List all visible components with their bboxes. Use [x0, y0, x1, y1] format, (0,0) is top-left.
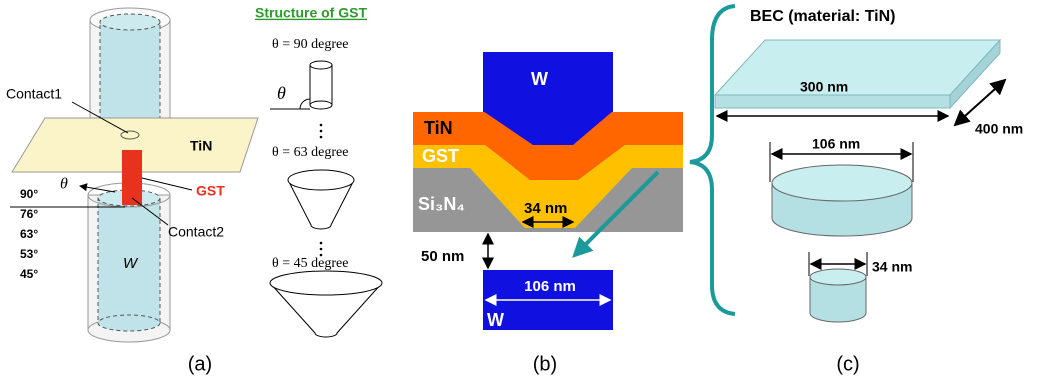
- label: Contact2: [168, 224, 224, 240]
- cylinder-90: [310, 65, 332, 105]
- cone-63-top: [288, 170, 354, 190]
- angle-label: 76°: [20, 207, 38, 221]
- label: θ = 63 degree: [272, 145, 348, 160]
- leader-line: [142, 178, 192, 190]
- panel-b: W TiN GST Si₃N₄ 34 nm 50 nm 106 nm W (b): [413, 52, 683, 375]
- label: W: [487, 310, 504, 330]
- label: W: [123, 255, 139, 272]
- label: 50 nm: [421, 248, 464, 265]
- label: Contact1: [6, 86, 62, 102]
- label: 300 nm: [800, 79, 848, 95]
- label: θ: [60, 176, 68, 193]
- gst-pillar: [122, 150, 142, 205]
- label: 34 nm: [524, 200, 567, 217]
- dot: [320, 242, 323, 245]
- cylinder-90-top: [310, 61, 332, 69]
- angle-label: 63°: [20, 227, 38, 241]
- contact-top: [100, 14, 160, 30]
- pillar-top: [810, 269, 866, 285]
- panel-c: BEC (material: TiN) 300 nm 400 nm 106 nm…: [690, 6, 1023, 375]
- w-bottom: [98, 315, 160, 331]
- angle-label: 90°: [20, 187, 38, 201]
- figure: Contact1 TiN GST Contact2 θ 90° 76° 63° …: [0, 0, 1042, 385]
- cone-45-top: [270, 271, 382, 295]
- angle-label: 53°: [20, 247, 38, 261]
- top-w: [483, 52, 613, 112]
- disk-top: [772, 165, 912, 201]
- label: Si₃N₄: [418, 194, 465, 214]
- caption: (c): [836, 353, 859, 375]
- label: 34 nm: [872, 259, 912, 275]
- label: TiN: [424, 118, 453, 138]
- label: θ = 45 degree: [272, 256, 348, 271]
- label: GST: [422, 146, 459, 166]
- label: 106 nm: [812, 136, 860, 152]
- brace: [690, 6, 735, 314]
- panel-a: Contact1 TiN GST Contact2 θ 90° 76° 63° …: [6, 5, 382, 376]
- title: BEC (material: TiN): [750, 8, 896, 25]
- slab-front: [715, 95, 950, 108]
- caption: (b): [533, 353, 557, 375]
- angle-arc: [300, 99, 310, 109]
- label: θ = 90 degree: [272, 37, 348, 52]
- caption: (a): [188, 353, 212, 375]
- dot: [320, 124, 323, 127]
- label: 106 nm: [524, 278, 576, 295]
- label: GST: [196, 183, 225, 199]
- label: TiN: [190, 138, 212, 154]
- dot: [320, 130, 323, 133]
- page: Contact1 TiN GST Contact2 θ 90° 76° 63° …: [0, 0, 1042, 385]
- label: W: [531, 69, 548, 89]
- cylinder-90-bottom: [310, 101, 332, 109]
- label: θ: [277, 83, 286, 103]
- dot: [320, 248, 323, 251]
- dot: [320, 136, 323, 139]
- label: 400 nm: [975, 121, 1023, 137]
- section-title: Structure of GST: [255, 5, 367, 21]
- angle-label: 45°: [20, 267, 38, 281]
